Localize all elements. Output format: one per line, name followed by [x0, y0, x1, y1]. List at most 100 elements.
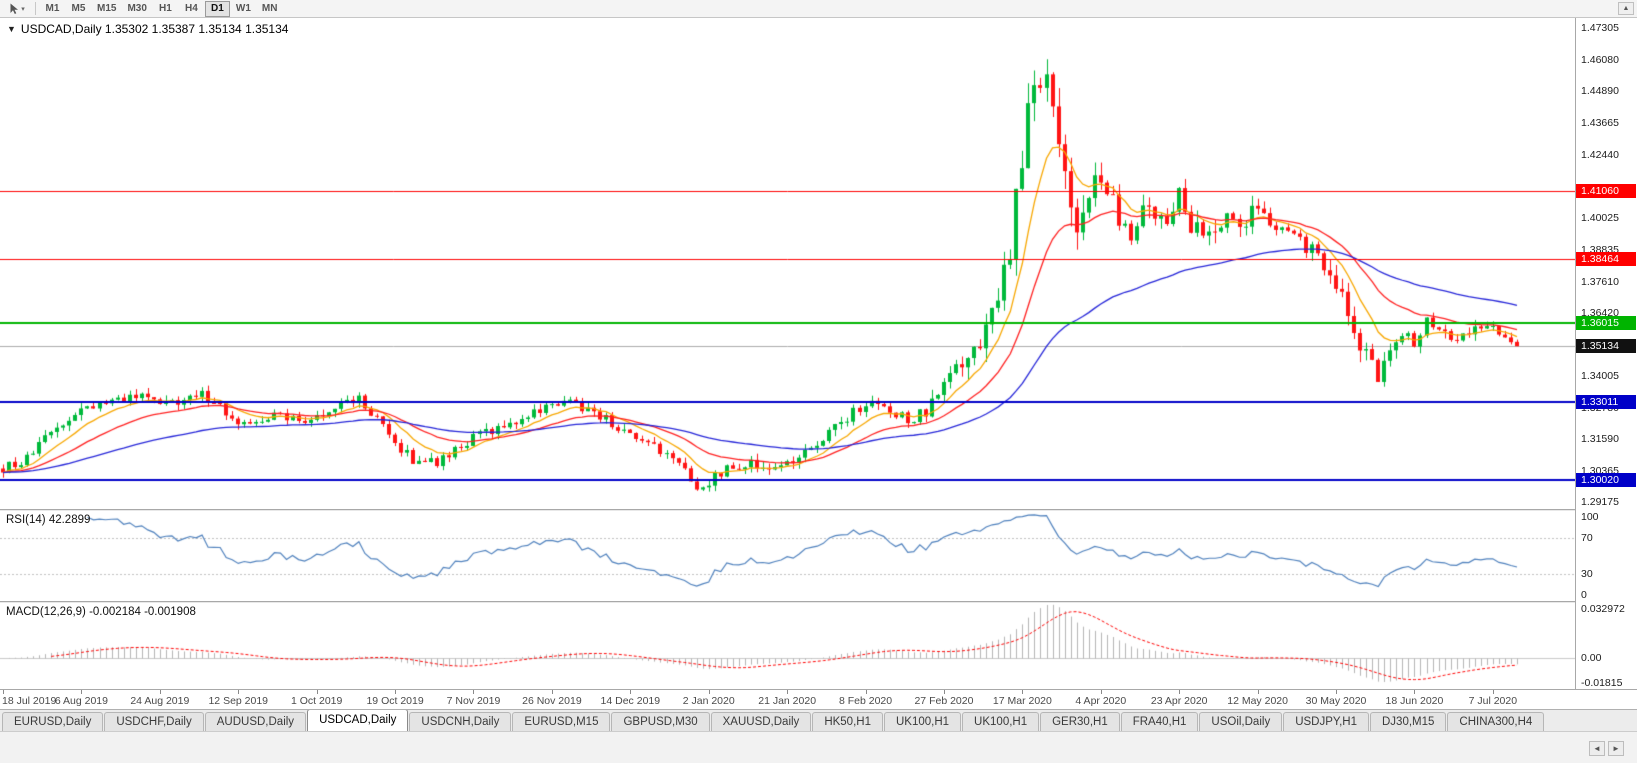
time-axis-tick	[3, 690, 4, 694]
time-axis-label: 6 Aug 2019	[54, 695, 108, 707]
timeframe-buttons: M1 M5 M15 M30 H1 H4 D1 W1 MN	[40, 0, 283, 17]
time-axis-label: 7 Nov 2019	[446, 695, 501, 707]
time-axis-label: 7 Jul 2020	[1468, 695, 1518, 707]
time-axis[interactable]: 18 Jul 2019 6 Aug 2019 24 Aug 2019 12 Sep 2…	[0, 689, 1637, 709]
time-axis-tick	[317, 690, 318, 694]
rsi-canvas[interactable]	[0, 511, 1575, 601]
timeframe-button-m30[interactable]: M30	[122, 1, 151, 17]
time-axis-label: 14 Dec 2019	[600, 695, 661, 707]
chart-tab-bar: EURUSD,Daily USDCHF,Daily AUDUSD,Daily USDC…	[0, 709, 1637, 731]
chart-tab-dj30-m15[interactable]: DJ30,M15	[1370, 712, 1447, 731]
chart-window: ▼ USDCAD,Daily 1.35302 1.35387 1.35134 1…	[0, 18, 1637, 709]
macd-canvas[interactable]	[0, 603, 1575, 689]
price-scale-tick: 1.42440	[1581, 149, 1619, 162]
chart-tab-uk100-h1[interactable]: UK100,H1	[962, 712, 1040, 731]
chart-tab-eurusd-daily[interactable]: EURUSD,Daily	[2, 712, 104, 731]
chart-tab-usdcnh-daily[interactable]: USDCNH,Daily	[409, 712, 512, 731]
toolbar-up-arrow-button[interactable]: ▲	[1618, 2, 1634, 15]
current-price-badge: 1.35134	[1576, 339, 1636, 354]
timeframe-button-mn[interactable]: MN	[257, 1, 283, 17]
time-axis-tick	[1101, 690, 1102, 694]
price-scale[interactable]: 1.47305 1.46080 1.44890 1.43665 1.42440 1.400…	[1575, 18, 1637, 689]
time-axis-tick	[238, 690, 239, 694]
timeframe-button-h1[interactable]: H1	[153, 1, 178, 17]
price-pane[interactable]: ▼ USDCAD,Daily 1.35302 1.35387 1.35134 1…	[0, 18, 1575, 509]
time-axis-label: 18 Jun 2020	[1385, 695, 1444, 707]
chart-tab-uk100-h1[interactable]: UK100,H1	[883, 712, 962, 731]
tab-scrollbar-strip: ◄ ►	[0, 731, 1637, 763]
rsi-scale-tick: 70	[1581, 532, 1593, 544]
price-scale-tick: 1.37610	[1581, 275, 1619, 288]
price-scale-tick: 1.40025	[1581, 212, 1619, 225]
price-scale-tick: 1.34005	[1581, 369, 1619, 382]
price-chart-canvas[interactable]	[0, 18, 1575, 509]
chart-tab-usdchf-daily[interactable]: USDCHF,Daily	[104, 712, 204, 731]
timeframe-button-w1[interactable]: W1	[231, 1, 256, 17]
timeframe-toolbar: ▾ M1 M5 M15 M30 H1 H4 D1 W1 MN ▲	[0, 0, 1637, 18]
macd-pane[interactable]: MACD(12,26,9) -0.002184 -0.001908	[0, 603, 1575, 689]
rsi-label: RSI(14) 42.2899	[6, 514, 91, 526]
time-axis-tick	[709, 690, 710, 694]
rsi-scale-tick: 30	[1581, 568, 1593, 580]
hline-price-badge: 1.36015	[1576, 316, 1636, 331]
time-axis-label: 2 Jan 2020	[682, 695, 735, 707]
tab-scroll-right-button[interactable]: ►	[1608, 741, 1624, 756]
timeframe-button-m1[interactable]: M1	[40, 1, 65, 17]
time-axis-tick	[866, 690, 867, 694]
time-axis-label: 24 Aug 2019	[130, 695, 190, 707]
time-axis-tick	[81, 690, 82, 694]
price-scale-tick: 1.46080	[1581, 54, 1619, 67]
timeframe-button-h4[interactable]: H4	[179, 1, 204, 17]
rsi-scale-tick: 100	[1581, 511, 1599, 523]
rsi-pane[interactable]: RSI(14) 42.2899	[0, 511, 1575, 601]
macd-scale-tick: 0.032972	[1581, 603, 1625, 615]
chart-tab-audusd-daily[interactable]: AUDUSD,Daily	[204, 712, 307, 731]
timeframe-button-d1[interactable]: D1	[204, 0, 230, 17]
time-axis-label: 12 May 2020	[1227, 695, 1288, 707]
time-axis-tick	[552, 690, 553, 694]
cursor-icon	[10, 3, 19, 14]
chart-tab-usdcad-daily[interactable]: USDCAD,Daily	[307, 710, 409, 731]
time-axis-label: 12 Sep 2019	[208, 695, 269, 707]
time-axis-tick	[1258, 690, 1259, 694]
chart-tab-gbpusd-m30[interactable]: GBPUSD,M30	[611, 712, 710, 731]
time-axis-tick	[473, 690, 474, 694]
chart-tab-xauusd-daily[interactable]: XAUUSD,Daily	[710, 712, 812, 731]
hline-price-badge: 1.41060	[1576, 184, 1636, 199]
hline-price-badge: 1.30020	[1576, 472, 1636, 487]
time-axis-tick	[787, 690, 788, 694]
price-scale-tick: 1.44890	[1581, 85, 1619, 98]
time-axis-label: 26 Nov 2019	[522, 695, 582, 707]
chart-tab-usoil-daily[interactable]: USOil,Daily	[1199, 712, 1283, 731]
chart-tab-hk50-h1[interactable]: HK50,H1	[812, 712, 883, 731]
time-axis-tick	[160, 690, 161, 694]
cursor-tool-button[interactable]: ▾	[3, 1, 31, 17]
rsi-scale-tick: 0	[1581, 589, 1587, 601]
one-click-trading-toggle-icon[interactable]: ▼	[7, 24, 16, 34]
chart-tab-usdjpy-h1[interactable]: USDJPY,H1	[1283, 712, 1369, 731]
time-axis-label: 27 Feb 2020	[914, 695, 974, 707]
price-scale-tick: 1.43665	[1581, 117, 1619, 130]
hline-price-badge: 1.33011	[1576, 394, 1636, 409]
chart-tab-china300-h4[interactable]: CHINA300,H4	[1447, 712, 1545, 731]
time-axis-label: 21 Jan 2020	[758, 695, 817, 707]
tab-scroll-left-button[interactable]: ◄	[1589, 741, 1605, 756]
chart-tab-eurusd-m15[interactable]: EURUSD,M15	[512, 712, 611, 731]
time-axis-label: 1 Oct 2019	[290, 695, 343, 707]
time-axis-label: 18 Jul 2019	[2, 695, 57, 707]
time-axis-label: 23 Apr 2020	[1150, 695, 1208, 707]
pane-resize-handle-rsi[interactable]	[0, 509, 1637, 511]
dropdown-arrow-icon: ▾	[21, 5, 25, 13]
chart-title-text: USDCAD,Daily 1.35302 1.35387 1.35134 1.3…	[20, 22, 289, 36]
chart-tab-fra40-h1[interactable]: FRA40,H1	[1120, 712, 1199, 731]
time-axis-tick	[630, 690, 631, 694]
chart-tab-ger30-h1[interactable]: GER30,H1	[1040, 712, 1120, 731]
time-axis-tick	[944, 690, 945, 694]
price-scale-tick: 1.31590	[1581, 432, 1619, 445]
time-axis-tick	[1022, 690, 1023, 694]
time-axis-label: 8 Feb 2020	[838, 695, 893, 707]
pane-resize-handle-macd[interactable]	[0, 601, 1637, 603]
timeframe-button-m5[interactable]: M5	[66, 1, 91, 17]
timeframe-button-m15[interactable]: M15	[92, 1, 121, 17]
